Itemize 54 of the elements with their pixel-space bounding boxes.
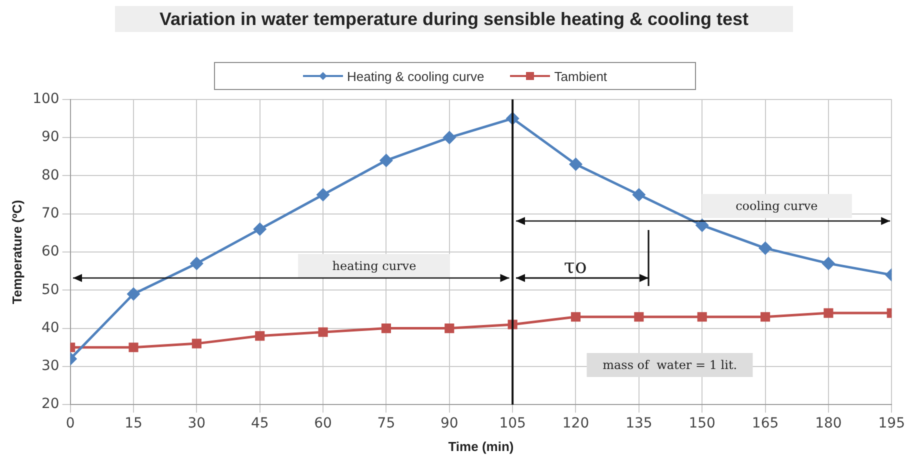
point <box>381 324 391 334</box>
point <box>318 327 328 337</box>
point <box>190 257 203 270</box>
point <box>822 257 835 270</box>
legend-label: Tambient <box>554 68 608 84</box>
x-tick-label: 165 <box>752 416 779 432</box>
x-tick-label: 90 <box>440 416 458 432</box>
point <box>634 312 644 322</box>
point <box>192 338 202 348</box>
y-tick-label: 40 <box>41 320 60 336</box>
point <box>443 131 456 144</box>
y-tick-label: 100 <box>32 91 60 108</box>
x-tick-label: 150 <box>688 416 716 432</box>
annotation: τo <box>564 254 587 278</box>
legend-label: Heating & cooling curve <box>346 68 484 84</box>
x-tick-label: 120 <box>562 416 590 432</box>
y-tick-label: 20 <box>41 396 60 412</box>
x-tick-label: 0 <box>66 416 75 432</box>
point <box>697 312 707 322</box>
x-tick-label: 15 <box>124 416 142 432</box>
point <box>632 188 646 202</box>
annotation: cooling curve <box>736 199 818 214</box>
y-tick-label: 70 <box>41 205 60 222</box>
point <box>128 342 138 352</box>
point <box>760 312 770 322</box>
chart-title: Variation in water temperature during sensible heating & cooling test <box>115 6 793 32</box>
point <box>254 222 266 236</box>
x-tick-label: 75 <box>377 416 396 432</box>
y-tick-label: 30 <box>41 358 60 374</box>
point <box>696 219 708 232</box>
y-axis-title: Temperature (ºC) <box>9 200 24 304</box>
x-tick-label: 135 <box>626 416 652 432</box>
y-tick-label: 60 <box>41 244 60 260</box>
point <box>444 324 454 334</box>
x-tick-label: 30 <box>188 416 206 432</box>
annotation: mass of water = 1 lit. <box>602 358 738 372</box>
y-tick-label: 50 <box>41 282 60 298</box>
point <box>255 331 265 341</box>
x-axis-title: Time (min) <box>448 438 514 454</box>
point <box>570 158 582 171</box>
x-tick-label: 105 <box>499 416 526 432</box>
x-tick-label: 195 <box>878 416 906 432</box>
x-tick-label: 45 <box>250 416 269 432</box>
point <box>127 288 140 300</box>
point <box>824 308 834 318</box>
y-tick-label: 90 <box>41 129 60 146</box>
annotation: heating curve <box>332 258 416 273</box>
x-tick-label: 60 <box>314 416 332 432</box>
point <box>316 188 330 202</box>
point <box>759 242 772 254</box>
y-tick-label: 80 <box>41 167 60 184</box>
point <box>380 154 392 167</box>
point <box>570 312 581 322</box>
x-tick-label: 180 <box>815 416 842 432</box>
